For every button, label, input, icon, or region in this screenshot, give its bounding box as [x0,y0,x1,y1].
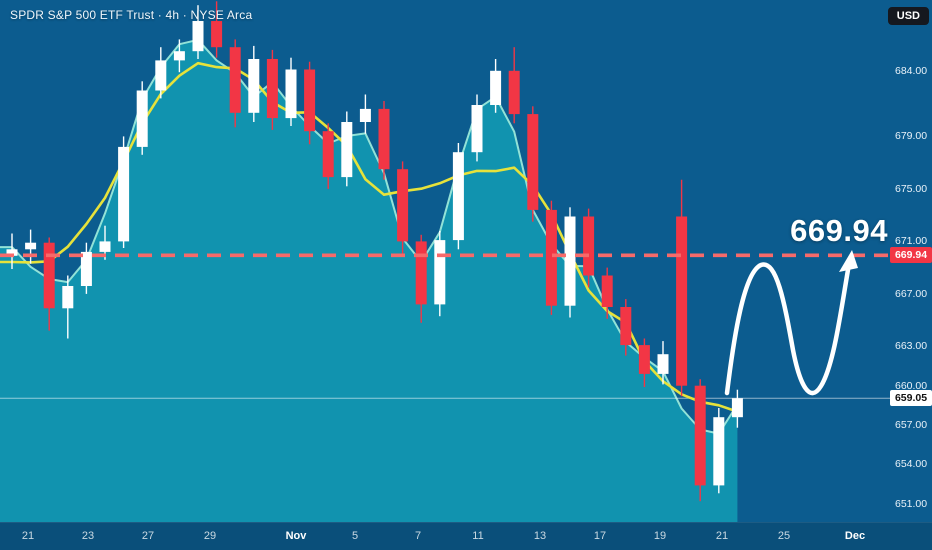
candle-body [583,216,595,276]
candle-body [341,122,353,178]
candle-body [564,216,576,306]
target-price-annotation[interactable]: 669.94 [790,213,888,248]
last-price-tag: 659.05 [890,390,932,407]
candle-body [676,216,688,386]
candle-body [248,59,260,113]
candle-body [527,114,539,210]
price-axis[interactable]: 669.94 659.05 684.00 679.00 675.00 671.00 66… [890,0,932,522]
time-tick: 21 [715,530,729,542]
candle-body [266,59,278,119]
candle-body [434,240,446,305]
candle-body [415,241,427,305]
price-tick: 663.00 [895,340,928,353]
candle-body [452,152,464,241]
candle-body [694,385,706,486]
level-price-tag[interactable]: 669.94 [890,247,932,264]
time-tick: 7 [414,530,422,542]
candle-body [490,70,502,105]
candle-body [43,242,55,309]
candle-body [713,417,725,486]
price-tick: 657.00 [895,419,928,432]
time-tick: 17 [593,530,607,542]
candle-body [638,345,650,374]
time-tick: 29 [203,530,217,542]
candles-layer [6,1,743,502]
candle-body [211,21,223,48]
time-tick: 23 [81,530,95,542]
candle-body [80,251,92,286]
arrow-head-icon [839,250,858,272]
time-tick: 21 [21,530,35,542]
candle-body [378,108,390,170]
candle-body [285,69,297,119]
projection-curve[interactable] [724,261,852,396]
area-series [0,39,738,522]
time-tick: 13 [533,530,547,542]
price-tick: 675.00 [895,182,928,195]
time-tick: 27 [141,530,155,542]
price-tick: 679.00 [895,130,928,143]
candle-body [192,21,204,52]
time-tick-month: Nov [285,530,307,542]
candle-body [731,398,743,418]
candle-body [508,70,520,115]
symbol-title[interactable]: SPDR S&P 500 ETF Trust · 4h · NYSE Arca [10,8,253,22]
price-tick: 671.00 [895,235,928,248]
candle-body [6,249,18,256]
candle-body [99,241,111,252]
chart-canvas[interactable] [0,0,890,522]
candle-body [304,69,316,132]
candle-body [545,209,557,306]
price-tick: 660.00 [895,379,928,392]
price-tick: 654.00 [895,458,928,471]
moving-average-line [0,61,739,413]
time-tick: 19 [653,530,667,542]
candle-body [601,275,613,307]
time-tick: 5 [351,530,359,542]
currency-button[interactable]: USD [887,7,929,25]
price-tick: 651.00 [895,497,928,510]
price-tick: 684.00 [895,64,928,77]
candle-body [471,105,483,153]
candle-body [229,47,241,113]
candle-body [322,131,334,178]
price-tick: 667.00 [895,287,928,300]
candle-body [397,169,409,242]
candle-body [657,354,669,374]
candle-body [136,90,148,147]
time-tick-month: Dec [844,530,866,542]
candle-body [173,51,185,61]
candle-body [62,286,74,309]
time-tick: 11 [472,530,484,542]
candle-body [620,307,632,346]
candle-body [118,146,130,242]
time-tick: 25 [777,530,791,542]
candle-body [155,60,167,91]
candle-body [25,242,37,250]
candle-body [359,108,371,122]
time-axis[interactable]: 21 23 27 29 Nov 5 7 11 13 17 19 21 25 Dec [0,522,932,550]
trend-drawing[interactable] [724,250,858,396]
